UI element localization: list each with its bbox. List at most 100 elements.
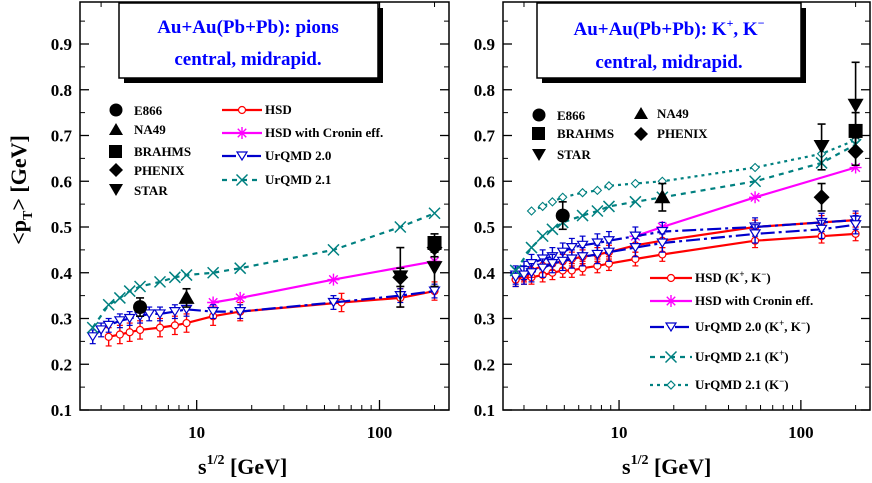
series-point <box>557 192 568 203</box>
series-point <box>592 185 603 196</box>
series-point <box>125 328 134 337</box>
series-point <box>749 229 762 239</box>
series-point <box>207 307 220 317</box>
series-point <box>170 321 179 330</box>
series-point <box>234 307 247 317</box>
legend-marker-e866 <box>109 103 123 117</box>
series-point <box>604 181 614 191</box>
series-point <box>525 268 538 278</box>
experimental-points <box>555 61 864 231</box>
y-tick-label: 0.3 <box>51 310 72 329</box>
legend-label-urqmd21-kplus: UrQMD 2.1 (K+) <box>695 348 789 364</box>
y-tick-label: 0.1 <box>51 401 72 420</box>
series-point <box>591 204 604 218</box>
legend-marker-na49 <box>109 123 123 135</box>
series-urqmd-2-0-k-k- <box>509 214 862 288</box>
series-point <box>525 241 538 254</box>
series-point <box>577 187 588 198</box>
series-point <box>815 224 828 235</box>
title-box <box>118 2 379 79</box>
series-point <box>630 178 641 189</box>
y-tick-label: 0.4 <box>51 264 73 283</box>
data-point-star <box>392 246 409 308</box>
series-point <box>546 223 559 236</box>
legend-marker-star <box>532 149 546 161</box>
series-point <box>143 309 156 320</box>
series-point <box>509 264 522 277</box>
series-point <box>327 243 340 256</box>
series-point <box>547 197 558 207</box>
data-point-star <box>847 61 864 151</box>
y-tick-label: 0.3 <box>474 310 495 329</box>
marker <box>426 239 443 256</box>
series-point <box>155 323 165 332</box>
series-point <box>749 175 762 188</box>
legend-label-urqmd21: UrQMD 2.1 <box>265 172 331 187</box>
series-point <box>629 231 642 242</box>
legend-label-brahms: BRAHMS <box>134 144 191 159</box>
series-point <box>207 296 220 309</box>
series-point <box>576 240 589 251</box>
chart-title-line2: central, midrapid. <box>174 49 321 70</box>
y-tick-label: 0.5 <box>51 218 72 237</box>
legend-marker-urqmd21-kplus <box>664 350 678 364</box>
y-axis-label: <pT> [GeV] <box>6 135 36 245</box>
y-tick-label: 0.1 <box>474 401 495 420</box>
marker <box>426 261 443 276</box>
series-point <box>134 280 147 293</box>
legend-label-urqmd20: UrQMD 2.0 (K+, K−) <box>695 318 810 334</box>
series-point <box>750 162 760 173</box>
y-tick-label: 0.2 <box>51 355 72 374</box>
data-point-na49 <box>178 287 195 308</box>
series-point <box>95 325 108 336</box>
series-point <box>113 316 126 326</box>
legend-label-hsd-cronin: HSD with Cronin eff. <box>695 293 813 308</box>
axis-ticks: 0.1 0.2 0.3 0.4 0.5 0.6 0.7 0.8 0.9 10 100 <box>474 2 870 442</box>
series-point <box>327 273 340 286</box>
x-axis-label-left: s1/2 [GeV] <box>198 453 287 479</box>
series-point <box>849 220 862 230</box>
series-point <box>234 262 247 275</box>
legend-marker-na49 <box>634 107 648 119</box>
plot-frame <box>502 1 871 411</box>
model-curves <box>509 135 862 288</box>
legend-label-phenix: PHENIX <box>657 126 708 141</box>
right-chart-panel: 0.1 0.2 0.3 0.4 0.5 0.6 0.7 0.8 0.9 10 100 Au+Au(P… <box>474 1 871 479</box>
marker <box>392 270 409 285</box>
y-tick-label: 0.9 <box>51 35 72 54</box>
legend-label-e866: E866 <box>134 103 163 118</box>
series-point <box>182 318 191 328</box>
data-point-e866 <box>133 297 148 318</box>
y-tick-label: 0.4 <box>474 264 496 283</box>
series-point <box>565 242 578 253</box>
x-tick-label: 10 <box>611 423 628 442</box>
series-point <box>123 285 136 298</box>
series-point <box>629 242 642 253</box>
series-point <box>123 313 136 324</box>
legend-label-urqmd21-kminus: UrQMD 2.1 (K−) <box>695 376 789 392</box>
experiment-legend: E866 NA49 BRAHMS PHENIX STAR <box>532 106 708 162</box>
series-point <box>207 266 220 279</box>
series-point <box>536 263 549 274</box>
data-point-phenix <box>813 182 830 212</box>
y-tick-label: 0.6 <box>51 172 72 191</box>
model-curves <box>86 207 441 347</box>
series-point <box>428 207 441 220</box>
y-tick-label: 0.5 <box>474 218 495 237</box>
series-point <box>602 200 615 213</box>
legend-label-brahms: BRAHMS <box>557 126 614 141</box>
data-point-e866 <box>555 201 570 231</box>
legend-marker-brahms <box>109 145 122 158</box>
x-tick-label: 100 <box>367 423 393 442</box>
x-marker <box>235 173 249 187</box>
series-point <box>629 195 642 208</box>
experiment-legend: E866 NA49 BRAHMS PHENIX STAR <box>109 103 191 198</box>
data-point-star <box>426 249 443 288</box>
x-tick-label: 100 <box>788 423 814 442</box>
series-line <box>212 260 435 304</box>
model-legend: HSD HSD with Cronin eff. UrQMD 2.0 UrQMD… <box>222 102 383 187</box>
legend-marker-urqmd20 <box>235 151 249 162</box>
star-marker <box>236 127 248 139</box>
series-point <box>591 249 604 260</box>
